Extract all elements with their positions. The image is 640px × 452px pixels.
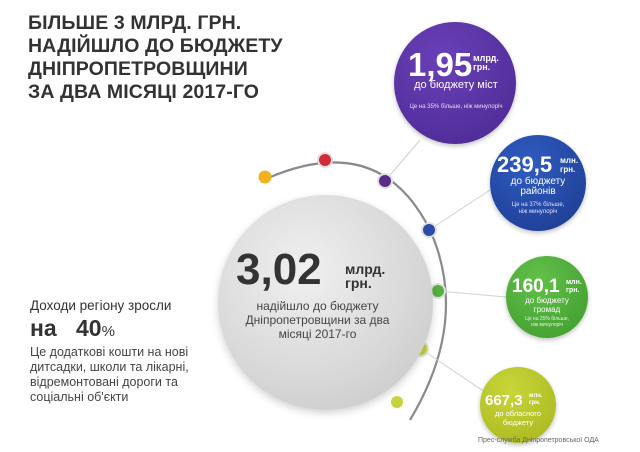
bubble-districts-note: Це на 37% більше, ніж минулоріч: [500, 202, 576, 216]
bubble-regional: [480, 367, 556, 443]
bubble-communities: [506, 256, 588, 338]
bubble-communities-label-1: до бюджету: [525, 296, 569, 305]
growth-value: 40%: [76, 315, 115, 342]
bubble-cities: [394, 22, 516, 144]
headline-line-4: ЗА ДВА МІСЯЦІ 2017-ГО: [28, 81, 259, 103]
bubble-communities-unit-1: млн.: [566, 279, 582, 286]
bubble-communities-note: Це на 25% більше, ніж минулоріч: [514, 316, 580, 328]
bubble-districts-value: 239,5: [497, 152, 553, 177]
bubble-communities-unit: млн. грн.: [566, 279, 582, 295]
bubble-regional-label-1: до обласного: [494, 409, 542, 418]
bubble-cities-label: до бюджету міст: [414, 79, 498, 91]
bubble-regional-value: 667,3: [485, 392, 523, 409]
bubble-communities-note-2: ніж минулоріч: [530, 322, 564, 328]
bubble-districts-note-1: Це на 37% більше,: [511, 202, 565, 208]
total-unit: млрд. грн.: [345, 262, 385, 290]
headline-line-3: ДНІПРОПЕТРОВЩИНИ: [28, 58, 248, 80]
total-value: 3,02: [236, 245, 322, 294]
bubble-cities-unit-1: млрд.: [473, 53, 499, 63]
bubble-cities-note: Це на 35% більше, ніж минулоріч: [409, 104, 503, 110]
growth-intro: Доходи регіону зросли: [30, 298, 172, 313]
bubble-communities-unit-2: грн.: [566, 287, 580, 294]
arc-dot-yellow: [258, 170, 272, 184]
headline-line-2: НАДІЙШЛО ДО БЮДЖЕТУ: [28, 35, 283, 57]
bubble-districts-label-1: до бюджету: [510, 176, 566, 187]
arc-dot-green: [430, 283, 446, 299]
bubble-regional-label-2: бюджету: [502, 418, 534, 427]
source-credit: Прес-служба Дніпропетровської ОДА: [478, 437, 599, 444]
bubble-communities-label-2: громад: [533, 305, 561, 314]
bubble-districts: [490, 135, 586, 231]
growth-suffix: %: [101, 323, 115, 340]
bubble-communities-note-1: Це на 25% більше,: [525, 316, 569, 322]
growth-note: Це додаткові кошти на нові дитсадки, шко…: [30, 345, 189, 404]
growth-number: 40: [76, 315, 102, 341]
total-unit-line-1: млрд.: [345, 261, 386, 277]
bubble-districts-unit-2: грн.: [560, 165, 576, 174]
arc-dot-blue: [421, 222, 437, 238]
arc-dot-lime-end: [391, 396, 403, 408]
growth-prefix: на: [30, 315, 57, 341]
bubble-cities-unit: млрд. грн.: [473, 54, 499, 72]
bubble-districts-label-2: районів: [520, 186, 556, 197]
headline: БІЛЬШЕ 3 МЛРД. ГРН. НАДІЙШЛО ДО БЮДЖЕТУ …: [28, 12, 318, 104]
bubble-cities-unit-2: грн.: [473, 62, 491, 72]
bubble-communities-value: 160,1: [512, 276, 560, 297]
headline-line-1: БІЛЬШЕ 3 МЛРД. ГРН.: [28, 12, 242, 34]
total-circle: [218, 195, 433, 410]
total-description: надійшло до бюджету Дніпропетровщини за …: [245, 299, 390, 341]
bubble-regional-label: до обласного бюджету: [486, 409, 550, 427]
bubble-regional-unit-2: грн.: [529, 400, 541, 406]
bubble-districts-note-2: ніж минулоріч: [518, 209, 558, 215]
bubble-regional-unit-1: млн.: [529, 393, 543, 399]
bubble-districts-label: до бюджету районів: [500, 177, 576, 197]
bubble-cities-value: 1,95: [408, 46, 473, 83]
bubble-communities-label: до бюджету громад: [514, 296, 580, 314]
bubble-districts-unit: млн. грн.: [560, 156, 578, 174]
arc-dot-red: [317, 152, 333, 168]
bubble-regional-unit: млн. грн.: [529, 393, 543, 407]
bubble-districts-unit-1: млн.: [560, 156, 579, 165]
arc-dot-purple: [377, 173, 393, 189]
total-unit-line-2: грн.: [345, 275, 372, 291]
